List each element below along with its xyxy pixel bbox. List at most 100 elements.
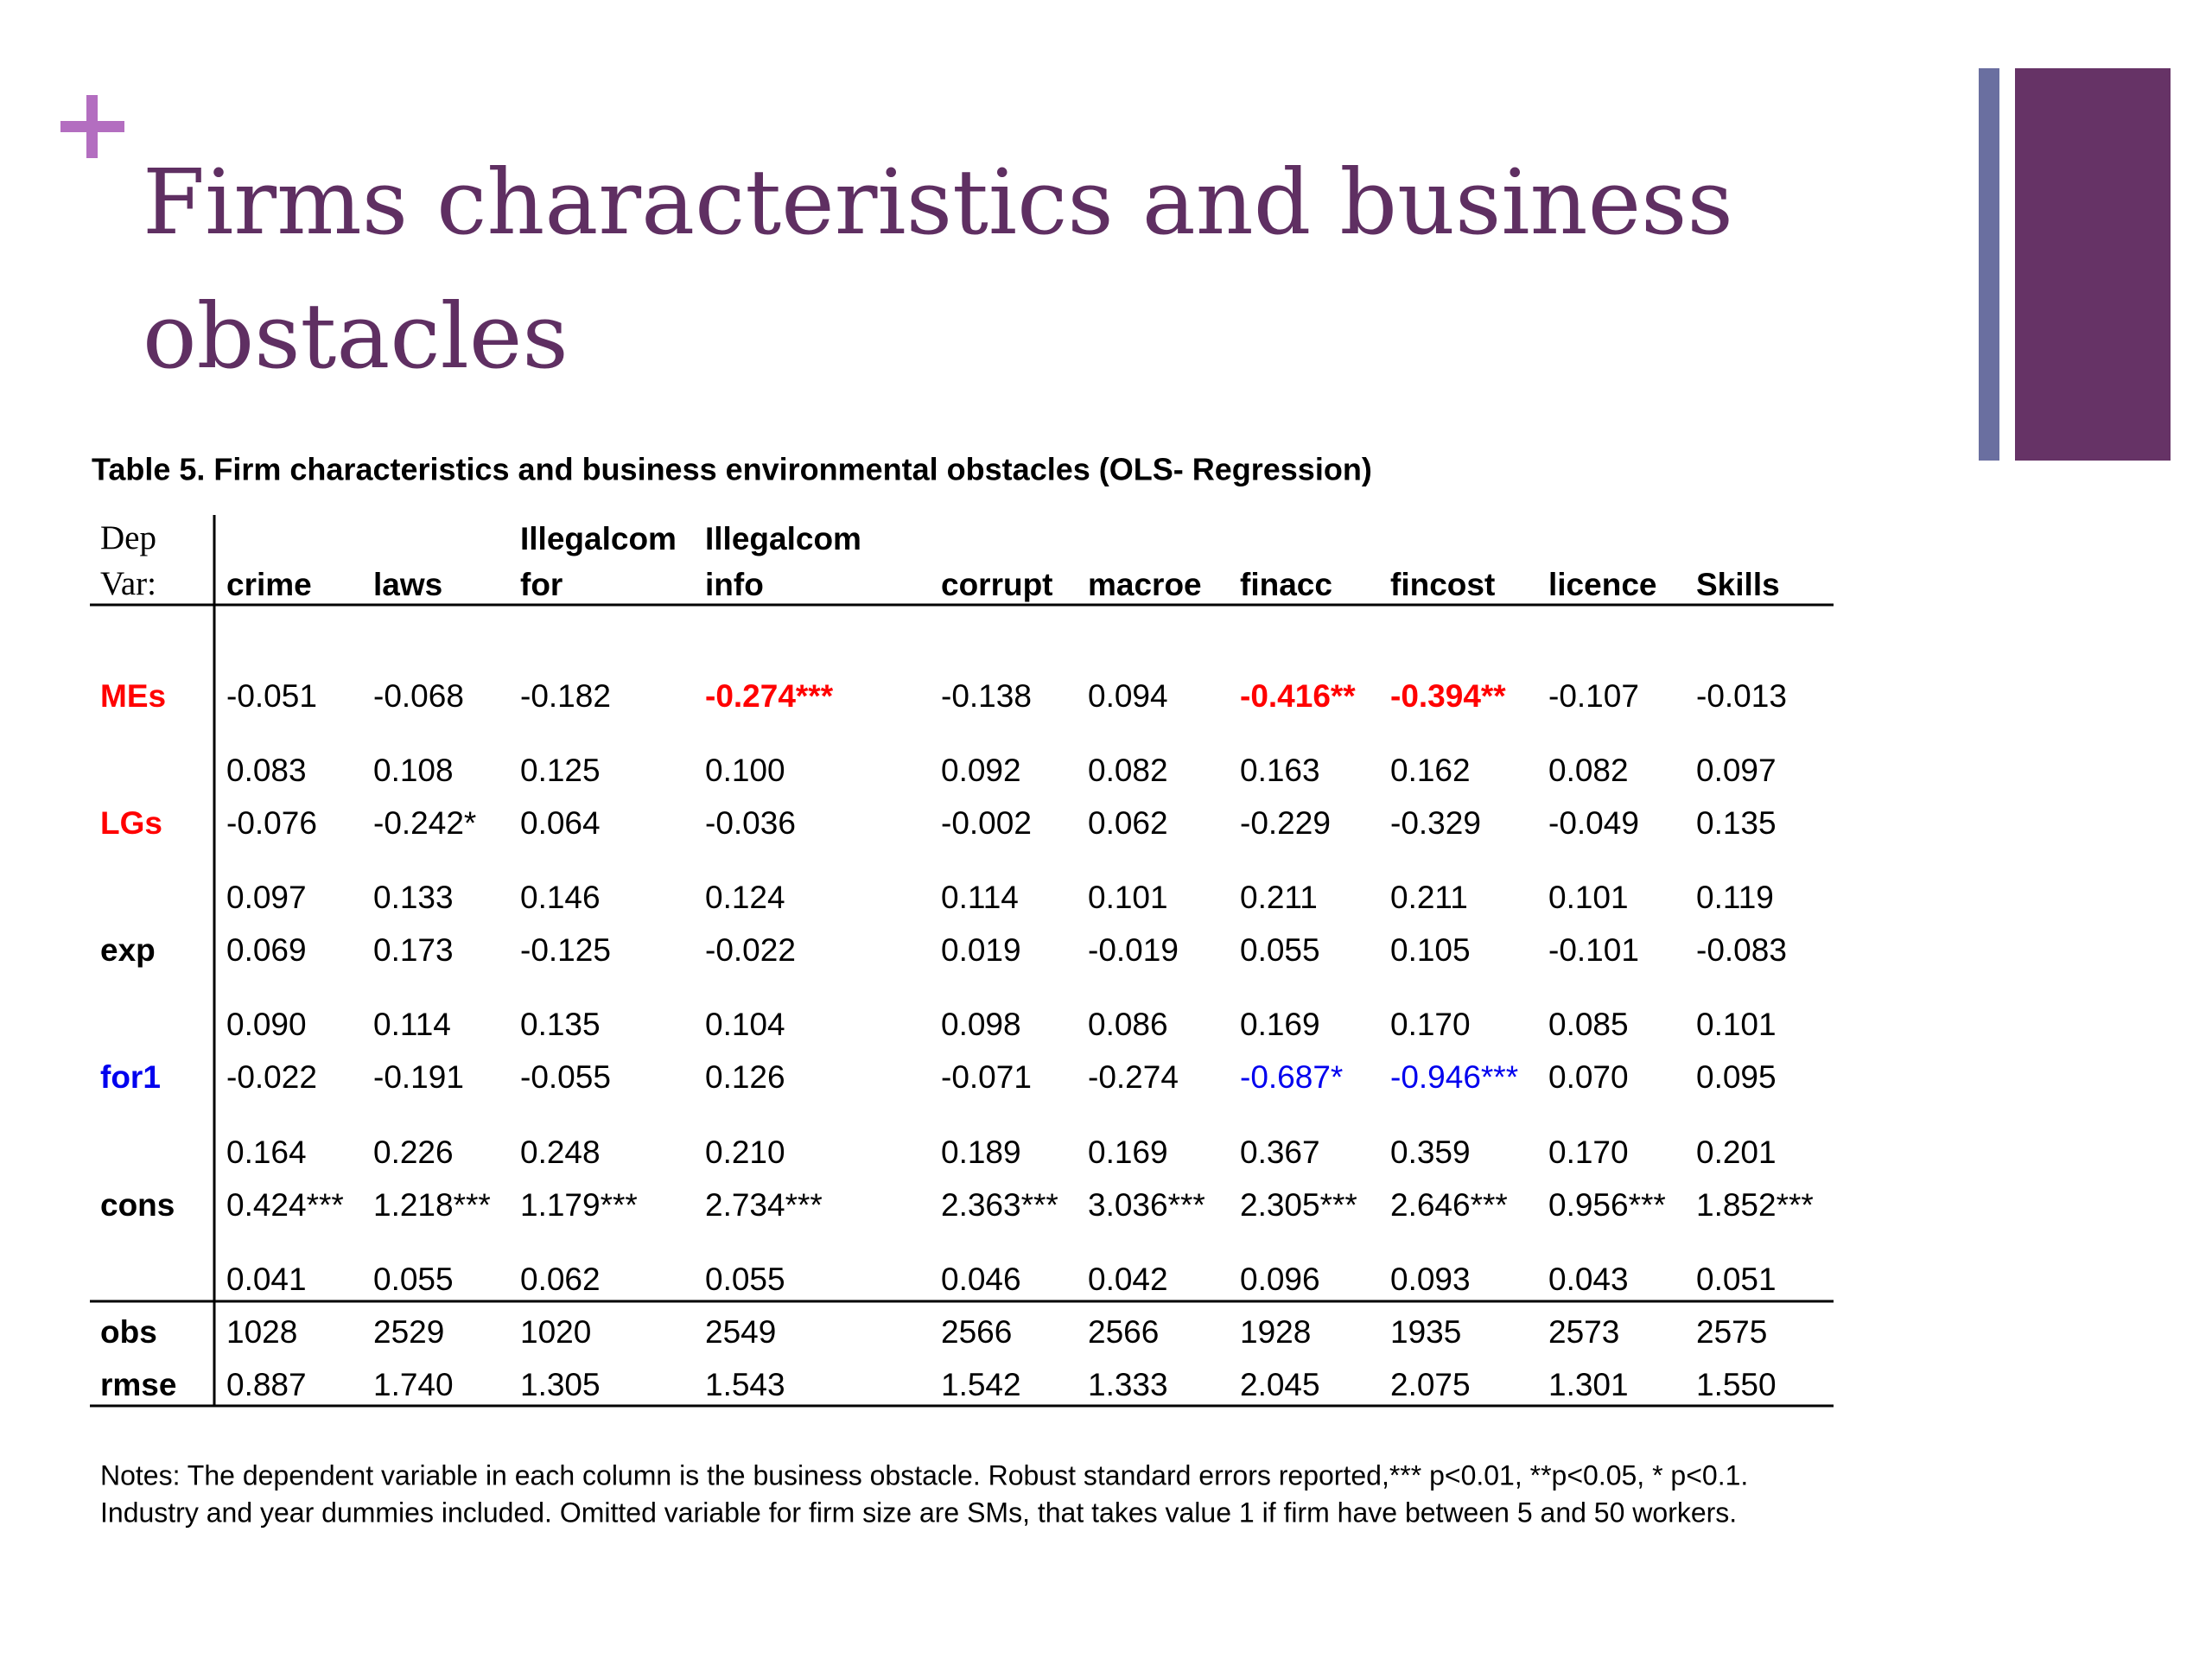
- header-cell: licence: [1548, 567, 1656, 602]
- se-cell: 0.170: [1548, 1135, 1629, 1170]
- plus-icon: [60, 95, 124, 158]
- coef-cell: 0.126: [705, 1059, 785, 1095]
- se-cell: 0.211: [1390, 880, 1468, 915]
- se-cell: 0.135: [520, 1007, 601, 1042]
- coef-cell: -0.049: [1548, 805, 1639, 841]
- header-cell: info: [705, 567, 764, 602]
- se-cell: 0.092: [941, 753, 1021, 788]
- se-cell: 0.367: [1240, 1135, 1320, 1170]
- se-cell: 0.093: [1390, 1262, 1471, 1297]
- se-cell: 0.086: [1088, 1007, 1168, 1042]
- coef-cell: 2.734***: [705, 1187, 823, 1223]
- header-cell: finacc: [1240, 567, 1332, 602]
- coef-cell: -0.394**: [1390, 678, 1506, 714]
- coef-cell: -0.229: [1240, 805, 1331, 841]
- se-cell: 0.051: [1696, 1262, 1777, 1297]
- se-cell: 0.210: [705, 1135, 785, 1170]
- se-cell: 0.082: [1088, 753, 1168, 788]
- coef-cell: -0.687*: [1240, 1059, 1343, 1095]
- se-cell: 0.101: [1696, 1007, 1777, 1042]
- coef-cell: 0.070: [1548, 1059, 1629, 1095]
- header-cell: crime: [226, 567, 312, 602]
- se-cell: 0.101: [1088, 880, 1168, 915]
- coef-cell: -0.019: [1088, 932, 1179, 968]
- stat-cell: 1928: [1240, 1314, 1311, 1350]
- table-caption: Table 5. Firm characteristics and busine…: [92, 452, 1372, 487]
- coef-cell: 2.305***: [1240, 1187, 1357, 1223]
- stat-cell: 1.301: [1548, 1367, 1629, 1402]
- se-cell: 0.119: [1696, 880, 1774, 915]
- se-cell: 0.042: [1088, 1262, 1168, 1297]
- row-label: LGs: [100, 805, 162, 841]
- row-label: rmse: [100, 1367, 176, 1402]
- se-cell: 0.189: [941, 1135, 1021, 1170]
- se-cell: 0.104: [705, 1007, 785, 1042]
- stat-cell: 1.543: [705, 1367, 785, 1402]
- stat-cell: 1028: [226, 1314, 297, 1350]
- se-cell: 0.100: [705, 753, 785, 788]
- se-cell: 0.169: [1088, 1135, 1168, 1170]
- coef-cell: 0.173: [373, 932, 454, 968]
- se-cell: 0.164: [226, 1135, 307, 1170]
- se-cell: 0.114: [941, 880, 1019, 915]
- stat-cell: 2566: [1088, 1314, 1159, 1350]
- coef-cell: 0.094: [1088, 678, 1168, 714]
- coef-cell: -0.083: [1696, 932, 1787, 968]
- row-label: exp: [100, 932, 156, 968]
- coef-cell: -0.191: [373, 1059, 464, 1095]
- coef-cell: 1.852***: [1696, 1187, 1814, 1223]
- header-cell: Skills: [1696, 567, 1780, 602]
- se-cell: 0.041: [226, 1262, 307, 1297]
- header-cell: for: [520, 567, 563, 602]
- header-cell: fincost: [1390, 567, 1495, 602]
- row-label: MEs: [100, 678, 166, 714]
- se-cell: 0.169: [1240, 1007, 1320, 1042]
- se-cell: 0.146: [520, 880, 601, 915]
- header-cell: Dep: [100, 519, 156, 556]
- coef-cell: -0.125: [520, 932, 611, 968]
- stat-cell: 1.305: [520, 1367, 601, 1402]
- se-cell: 0.133: [373, 880, 454, 915]
- stat-cell: 1.740: [373, 1367, 454, 1402]
- coef-cell: 0.135: [1696, 805, 1777, 841]
- title-line: Firms characteristics and business: [143, 149, 1733, 255]
- thick-bar: [2015, 68, 2171, 461]
- se-cell: 0.062: [520, 1262, 601, 1297]
- stat-cell: 2.045: [1240, 1367, 1320, 1402]
- coef-cell: -0.107: [1548, 678, 1639, 714]
- coef-cell: 1.179***: [520, 1187, 638, 1223]
- coef-cell: -0.101: [1548, 932, 1639, 968]
- coef-cell: -0.071: [941, 1059, 1032, 1095]
- se-cell: 0.201: [1696, 1135, 1777, 1170]
- se-cell: 0.162: [1390, 753, 1471, 788]
- coef-cell: -0.022: [226, 1059, 317, 1095]
- se-cell: 0.055: [373, 1262, 454, 1297]
- thin-bar: [1979, 68, 1999, 461]
- coef-cell: -0.274: [1088, 1059, 1179, 1095]
- coef-cell: 3.036***: [1088, 1187, 1205, 1223]
- coef-cell: -0.002: [941, 805, 1032, 841]
- coef-cell: -0.022: [705, 932, 796, 968]
- coef-cell: 0.055: [1240, 932, 1320, 968]
- row-label: cons: [100, 1187, 175, 1223]
- coef-cell: 0.424***: [226, 1187, 344, 1223]
- title-line: obstacles: [143, 283, 569, 389]
- se-cell: 0.055: [705, 1262, 785, 1297]
- stat-cell: 1.550: [1696, 1367, 1777, 1402]
- stat-cell: 2529: [373, 1314, 444, 1350]
- coef-cell: -0.274***: [705, 678, 834, 714]
- se-cell: 0.097: [226, 880, 307, 915]
- se-cell: 0.082: [1548, 753, 1629, 788]
- coef-cell: -0.242*: [373, 805, 476, 841]
- se-cell: 0.114: [373, 1007, 451, 1042]
- coef-cell: -0.036: [705, 805, 796, 841]
- se-cell: 0.083: [226, 753, 307, 788]
- coef-cell: 1.218***: [373, 1187, 491, 1223]
- header-cell: Illegalcom: [705, 521, 861, 556]
- se-cell: 0.226: [373, 1135, 454, 1170]
- se-cell: 0.248: [520, 1135, 601, 1170]
- se-cell: 0.085: [1548, 1007, 1629, 1042]
- stat-cell: 1935: [1390, 1314, 1461, 1350]
